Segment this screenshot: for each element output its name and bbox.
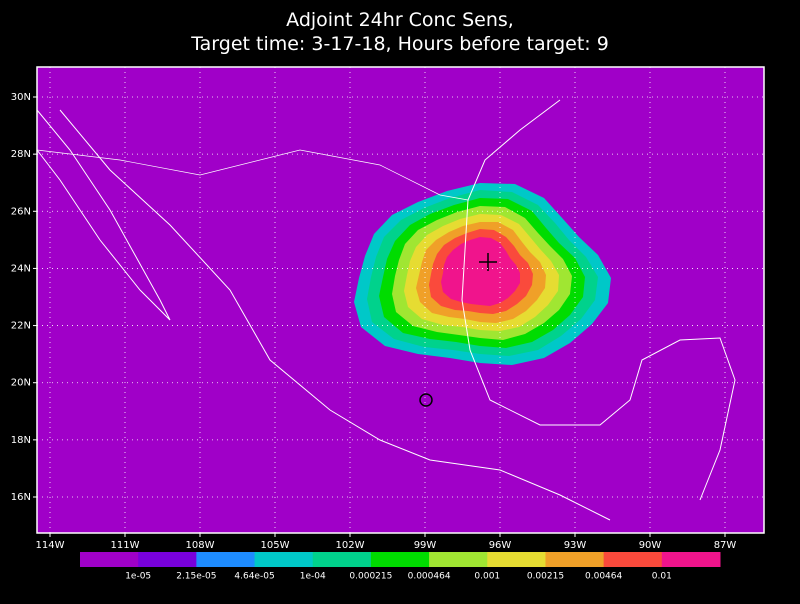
colorbar-label: 1e-04 <box>300 572 326 582</box>
x-tick-label: 87W <box>714 540 737 551</box>
grid <box>37 67 764 533</box>
y-tick-label: 26N <box>11 206 31 217</box>
colorbar-swatch <box>370 552 430 567</box>
x-tick-label: 108W <box>186 540 215 551</box>
x-tick-label: 111W <box>111 540 140 551</box>
contour-band <box>441 237 520 306</box>
border <box>36 149 469 201</box>
colorbar-swatch <box>545 552 605 567</box>
sensitivity-field <box>354 183 611 365</box>
colorbar-swatch <box>429 552 488 567</box>
title-line: Target time: 3-17-18, Hours before targe… <box>190 33 609 55</box>
colorbar-label: 0.000464 <box>408 572 451 582</box>
colorbar-label: 4.64e-05 <box>234 572 274 582</box>
x-tick-label: 96W <box>489 540 512 551</box>
colorbar-label: 0.00464 <box>585 572 622 582</box>
y-tick-label: 28N <box>11 149 31 160</box>
y-tick-label: 22N <box>11 321 31 332</box>
colorbar-swatch <box>603 552 663 567</box>
x-tick-label: 102W <box>336 540 365 551</box>
x-tick-label: 93W <box>564 540 587 551</box>
colorbar-swatch <box>254 552 314 567</box>
x-tick-label: 105W <box>261 540 290 551</box>
colorbar-label: 0.001 <box>474 572 500 582</box>
colorbar-swatch <box>138 552 197 567</box>
x-tick-label: 114W <box>36 540 65 551</box>
y-tick-label: 18N <box>11 435 31 446</box>
pacific-coast <box>59 109 611 521</box>
baja-coast <box>36 109 171 321</box>
y-tick-label: 16N <box>11 492 31 503</box>
colorbar-label: 2.15e-05 <box>176 572 216 582</box>
map-frame <box>36 66 765 534</box>
title-line: Adjoint 24hr Conc Sens, <box>286 9 514 31</box>
colorbar-swatch <box>196 552 256 567</box>
x-tick-label: 90W <box>639 540 662 551</box>
colorbar-label: 0.000215 <box>349 572 392 582</box>
x-tick-label: 99W <box>414 540 437 551</box>
colorbar-swatch <box>487 552 546 567</box>
colorbar-label: 0.01 <box>652 572 672 582</box>
y-tick-label: 20N <box>11 378 31 389</box>
colorbar-swatch <box>80 552 139 567</box>
city-marker <box>419 393 433 407</box>
y-tick-label: 24N <box>11 263 31 274</box>
colorbar-label: 1e-05 <box>125 572 151 582</box>
colorbar-swatch <box>312 552 372 567</box>
y-tick-label: 30N <box>11 92 31 103</box>
colorbar-swatch <box>661 552 721 567</box>
colorbar-label: 0.00215 <box>527 572 564 582</box>
target-marker <box>479 253 497 271</box>
